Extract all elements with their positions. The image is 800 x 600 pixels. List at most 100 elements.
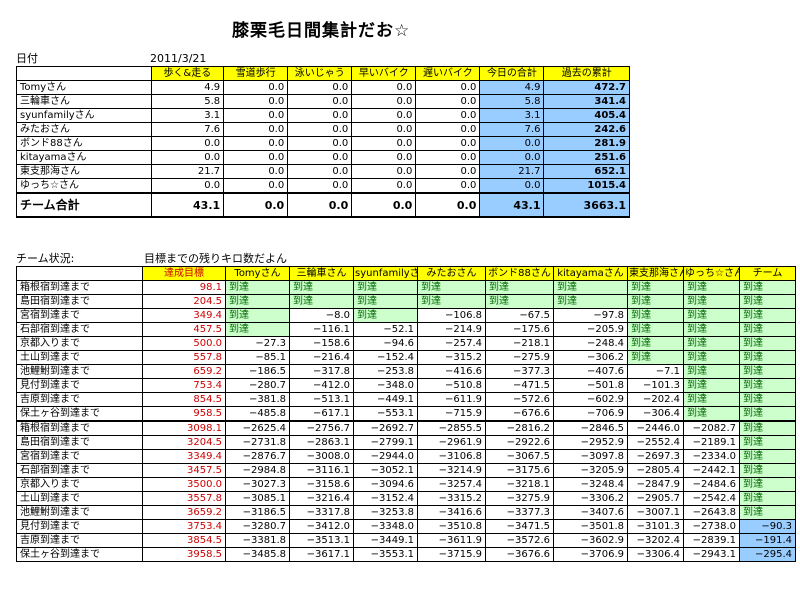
daily-value: 0.0 xyxy=(287,136,353,151)
reached-cell: 到達 xyxy=(739,322,796,337)
daily-value: 0.0 xyxy=(223,164,289,179)
remaining-value: −513.1 xyxy=(289,392,354,407)
goal-distance: 3500.0 xyxy=(142,477,226,492)
remaining-value: −27.3 xyxy=(225,336,290,351)
remaining-value: −2643.8 xyxy=(683,505,740,520)
reached-cell: 到達 xyxy=(739,491,796,506)
reached-cell: 到達 xyxy=(553,294,628,309)
daily-value: 7.6 xyxy=(479,122,545,137)
remaining-value: −2082.7 xyxy=(683,420,740,436)
remaining-value: −3216.4 xyxy=(289,491,354,506)
remaining-value: −3416.6 xyxy=(417,505,486,520)
goal-distance: 500.0 xyxy=(142,336,226,351)
total-value: 0.0 xyxy=(223,192,289,218)
reached-cell: 到達 xyxy=(627,308,684,323)
daily-row: みたおさん 7.6 0.0 0.0 0.0 0.0 7.6 242.6 xyxy=(16,122,630,137)
remaining-value: −275.9 xyxy=(485,350,554,365)
remaining-value: −295.4 xyxy=(739,547,796,562)
goal-header-cell: ボンド88さん xyxy=(485,266,554,281)
remaining-value: −3513.1 xyxy=(289,533,354,548)
reached-cell: 到達 xyxy=(739,294,796,309)
daily-header-cell: 早いバイク xyxy=(351,66,417,81)
daily-value: 0.0 xyxy=(351,94,417,109)
daily-value: 0.0 xyxy=(223,178,289,194)
remaining-value: −3116.1 xyxy=(289,463,354,478)
remaining-value: −280.7 xyxy=(225,378,290,393)
remaining-value: −2731.8 xyxy=(225,435,290,450)
reached-cell: 到達 xyxy=(739,350,796,365)
remaining-value: −2984.8 xyxy=(225,463,290,478)
daily-value: 472.7 xyxy=(543,80,630,95)
goal-distance: 204.5 xyxy=(142,294,226,309)
daily-value: 0.0 xyxy=(150,136,225,151)
daily-row: ボンド88さん 0.0 0.0 0.0 0.0 0.0 0.0 281.9 xyxy=(16,136,630,151)
goal-header-cell: kitayamaさん xyxy=(553,266,628,281)
member-name: Tomyさん xyxy=(16,80,152,95)
date-value: 2011/3/21 xyxy=(150,52,207,65)
remaining-value: −3706.9 xyxy=(553,547,628,562)
daily-value: 0.0 xyxy=(150,178,225,194)
remaining-label: 目標までの残りキロ数だよん xyxy=(144,252,287,265)
goal-distance: 98.1 xyxy=(142,280,226,295)
reached-cell: 到達 xyxy=(739,378,796,393)
remaining-value: −3007.1 xyxy=(627,505,684,520)
daily-value: 0.0 xyxy=(415,108,481,123)
goal-row: 池鯉鮒到達まで 3659.2 −3186.5 −3317.8 −3253.8 −3416.… xyxy=(16,505,796,520)
daily-header-cell xyxy=(16,66,152,81)
remaining-value: −2756.7 xyxy=(289,420,354,436)
remaining-value: −572.6 xyxy=(485,392,554,407)
remaining-value: −94.6 xyxy=(353,336,418,351)
daily-value: 0.0 xyxy=(351,122,417,137)
reached-cell: 到達 xyxy=(225,308,290,323)
goal-header-cell: Tomyさん xyxy=(225,266,290,281)
remaining-value: −2943.1 xyxy=(683,547,740,562)
goal-header-cell xyxy=(16,266,143,281)
remaining-value: −2692.7 xyxy=(353,420,418,436)
goal-row: 島田宿到達まで 3204.5 −2731.8 −2863.1 −2799.1 −2961.… xyxy=(16,435,796,450)
remaining-value: −3602.9 xyxy=(553,533,628,548)
remaining-value: −3611.9 xyxy=(417,533,486,548)
daily-header-cell: 過去の累計 xyxy=(543,66,630,81)
goal-name: 吉原到達まで xyxy=(16,392,143,407)
reached-cell: 到達 xyxy=(739,392,796,407)
reached-cell: 到達 xyxy=(739,420,796,436)
goal-name: 見付到達まで xyxy=(16,378,143,393)
remaining-value: −216.4 xyxy=(289,350,354,365)
goal-name: 箱根宿到達まで xyxy=(16,420,143,436)
remaining-value: −2816.2 xyxy=(485,420,554,436)
daily-row: Tomyさん 4.9 0.0 0.0 0.0 0.0 4.9 472.7 xyxy=(16,80,630,95)
daily-value: 281.9 xyxy=(543,136,630,151)
daily-row: ゆっち☆さん 0.0 0.0 0.0 0.0 0.0 0.0 1015.4 xyxy=(16,178,630,194)
goal-header-cell: 三輪車さん xyxy=(289,266,354,281)
remaining-value: −214.9 xyxy=(417,322,486,337)
goal-row: 保土ヶ谷到達まで 3958.5 −3485.8 −3617.1 −3553.1 −3715… xyxy=(16,547,796,562)
goal-name: 石部宿到達まで xyxy=(16,463,143,478)
remaining-value: −3306.2 xyxy=(553,491,628,506)
remaining-value: −3280.7 xyxy=(225,519,290,534)
reached-cell: 到達 xyxy=(417,280,486,295)
goal-name: 島田宿到達まで xyxy=(16,294,143,309)
reached-cell: 到達 xyxy=(683,294,740,309)
goal-name: 土山到達まで xyxy=(16,491,143,506)
total-value: 3663.1 xyxy=(543,192,630,218)
daily-value: 0.0 xyxy=(415,164,481,179)
goal-progress-table: 達成目標Tomyさん三輪車さんsyunfamilyさんみたおさんボンド88さんk… xyxy=(16,266,796,562)
remaining-value: −67.5 xyxy=(485,308,554,323)
remaining-value: −617.1 xyxy=(289,406,354,422)
daily-header-cell: 泳いじゃう xyxy=(287,66,353,81)
goal-row: 土山到達まで 557.8 −85.1 −216.4 −152.4 −315.2 −275.9… xyxy=(16,350,796,365)
sheet-title: 膝栗毛日間集計だお☆ xyxy=(232,21,411,41)
remaining-value: −315.2 xyxy=(417,350,486,365)
total-value: 43.1 xyxy=(479,192,545,218)
remaining-value: −381.8 xyxy=(225,392,290,407)
daily-row: syunfamilyさん 3.1 0.0 0.0 0.0 0.0 3.1 405.4 xyxy=(16,108,630,123)
reached-cell: 到達 xyxy=(353,294,418,309)
remaining-value: −218.1 xyxy=(485,336,554,351)
reached-cell: 到達 xyxy=(353,280,418,295)
remaining-value: −3553.1 xyxy=(353,547,418,562)
remaining-value: −553.1 xyxy=(353,406,418,422)
remaining-value: −602.9 xyxy=(553,392,628,407)
goal-distance: 349.4 xyxy=(142,308,226,323)
remaining-value: −101.3 xyxy=(627,378,684,393)
remaining-value: −3106.8 xyxy=(417,449,486,464)
